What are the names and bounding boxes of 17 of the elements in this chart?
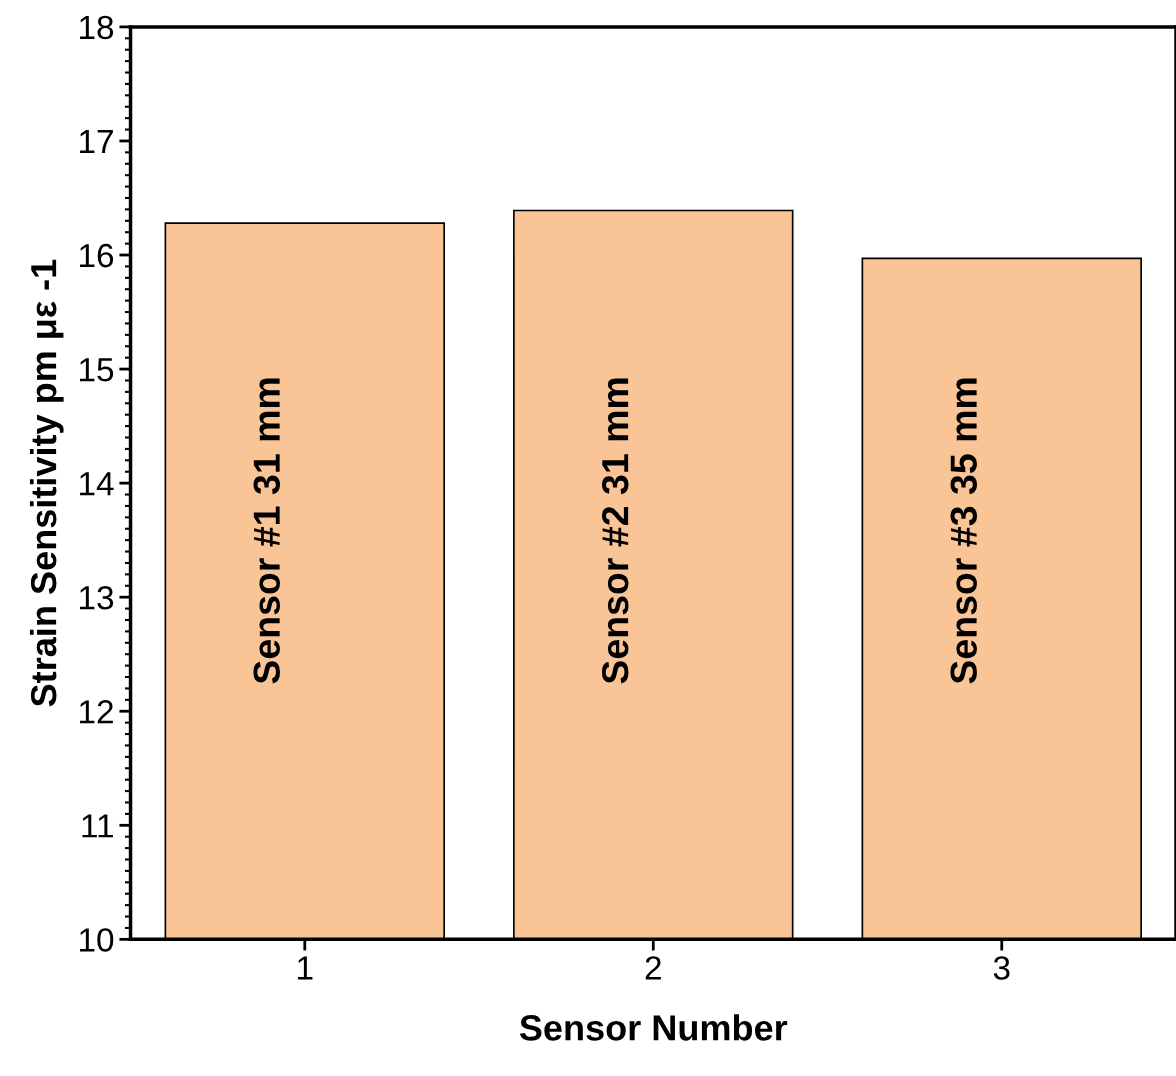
y-tick-label: 11 bbox=[82, 814, 113, 838]
annotation: Sensor #2 31 mm bbox=[601, 378, 629, 684]
annotation: Sensor #1 31 mm bbox=[253, 378, 281, 684]
x-tick-label: 2 bbox=[645, 956, 661, 980]
x-axis-title: Sensor Number bbox=[519, 1014, 788, 1041]
y-tick-label: 10 bbox=[80, 928, 114, 952]
y-tick-label: 13 bbox=[80, 585, 114, 610]
x-tick-label: 3 bbox=[993, 956, 1010, 980]
y-tick-label: 18 bbox=[80, 15, 114, 40]
y-tick-label: 16 bbox=[80, 243, 114, 268]
annotation: Sensor #3 35 mm bbox=[950, 378, 978, 684]
y-tick-label: 17 bbox=[80, 130, 113, 154]
y-axis-title: Strain Sensitivity pm με -1 bbox=[29, 259, 64, 707]
y-tick-label: 15 bbox=[80, 358, 114, 382]
x-tick-label: 1 bbox=[298, 956, 313, 980]
y-tick-label: 14 bbox=[80, 472, 114, 496]
y-tick-label: 12 bbox=[80, 700, 113, 724]
